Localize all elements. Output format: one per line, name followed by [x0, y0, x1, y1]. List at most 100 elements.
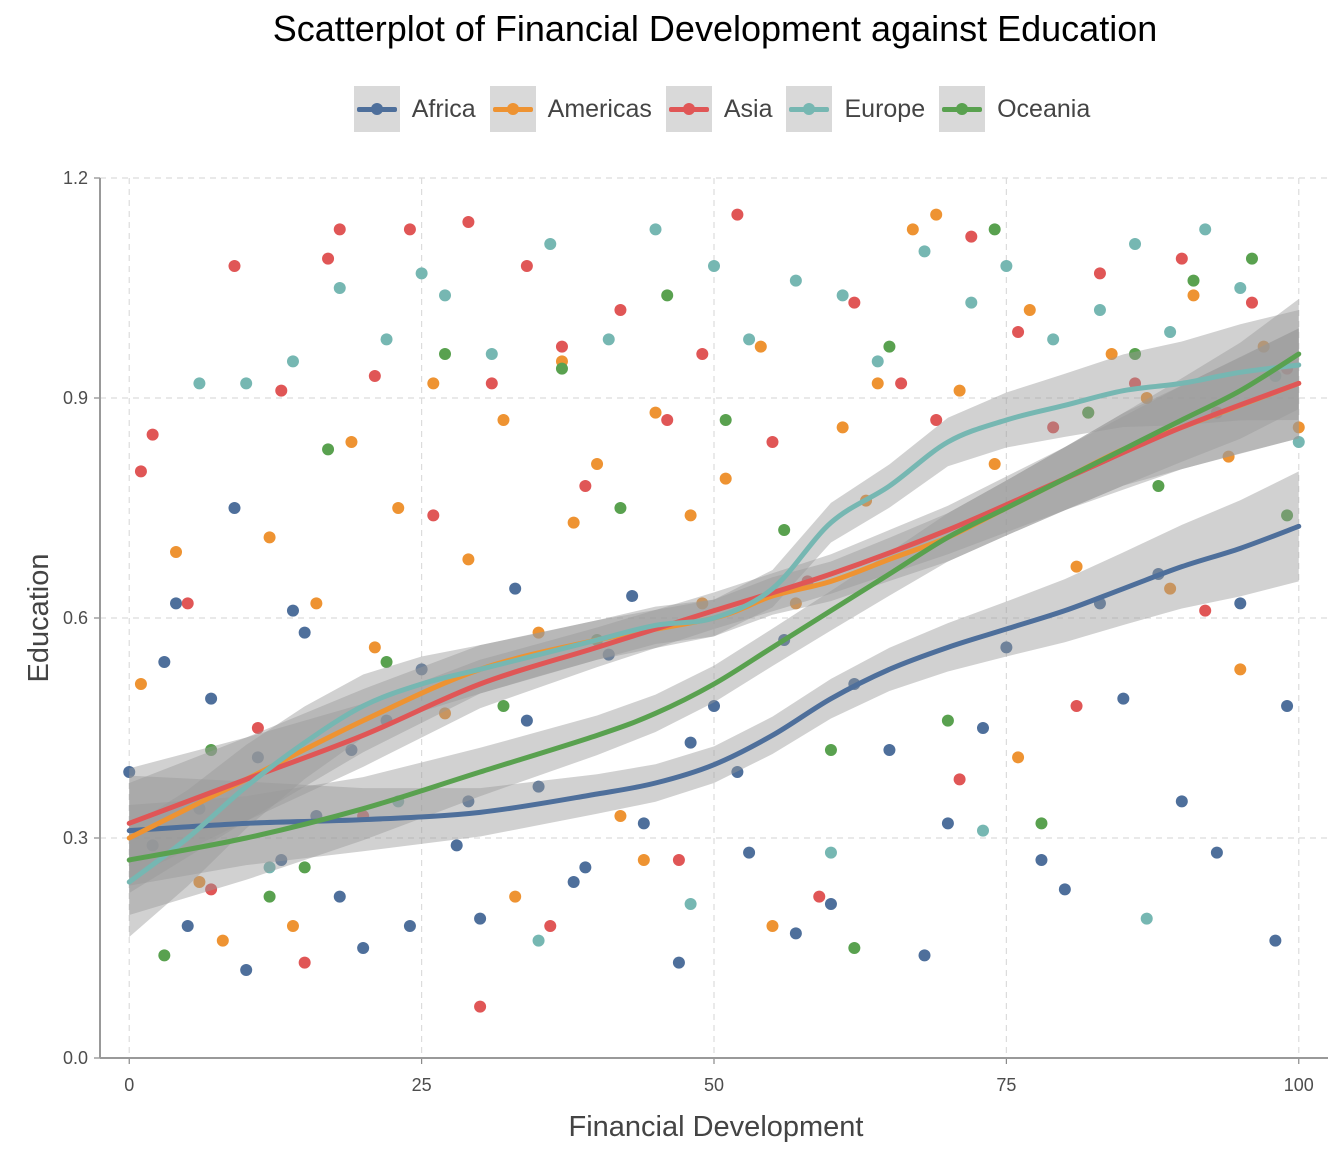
- point-oceania: [1035, 817, 1048, 830]
- point-africa: [357, 942, 370, 954]
- axes: 0 25 50 75 100 0.0 0.3 0.6 0.9 1.2: [63, 168, 1328, 1095]
- point-oceania: [298, 861, 311, 874]
- point-americas: [637, 854, 650, 866]
- point-oceania: [661, 289, 674, 302]
- point-asia: [555, 340, 568, 353]
- point-europe: [532, 934, 545, 947]
- point-americas: [614, 810, 627, 822]
- point-asia: [134, 465, 147, 478]
- point-asia: [228, 260, 241, 272]
- point-oceania: [380, 656, 393, 668]
- point-americas: [170, 546, 183, 558]
- point-oceania: [1129, 348, 1142, 360]
- point-africa: [520, 714, 533, 727]
- point-africa: [883, 744, 896, 756]
- point-americas: [591, 458, 604, 470]
- point-africa: [532, 780, 545, 793]
- point-americas: [871, 377, 884, 390]
- legend-label-americas: Americas: [547, 94, 652, 123]
- point-europe: [1292, 436, 1305, 448]
- point-africa: [708, 700, 720, 712]
- point-asia: [766, 436, 779, 448]
- legend-label-oceania: Oceania: [997, 94, 1091, 123]
- point-asia: [205, 883, 218, 896]
- point-europe: [1129, 238, 1142, 250]
- point-asia: [275, 384, 288, 397]
- point-oceania: [322, 443, 335, 456]
- point-asia: [1199, 604, 1212, 617]
- point-oceania: [614, 502, 627, 514]
- point-oceania: [824, 744, 837, 756]
- point-asia: [848, 296, 861, 309]
- point-africa: [228, 502, 241, 514]
- point-americas: [1292, 421, 1305, 434]
- point-americas: [134, 678, 147, 690]
- point-americas: [567, 516, 580, 529]
- point-asia: [661, 414, 674, 426]
- point-americas: [1023, 304, 1036, 316]
- legend-item-oceania: Oceania: [939, 86, 1090, 132]
- point-europe: [918, 245, 931, 258]
- point-americas: [766, 920, 779, 932]
- point-africa: [1234, 597, 1247, 610]
- point-americas: [930, 208, 943, 221]
- confidence-band-europe: [129, 310, 1299, 937]
- point-americas: [1187, 289, 1200, 302]
- point-oceania: [439, 348, 452, 360]
- point-oceania: [848, 942, 861, 954]
- point-americas: [719, 472, 732, 485]
- point-europe: [684, 898, 697, 910]
- point-americas: [1257, 340, 1270, 353]
- point-americas: [263, 531, 276, 544]
- point-americas: [1222, 450, 1235, 463]
- point-asia: [1175, 252, 1188, 265]
- point-asia: [1012, 326, 1025, 338]
- point-asia: [1245, 296, 1258, 309]
- point-europe: [1093, 304, 1106, 316]
- point-africa: [462, 795, 475, 808]
- point-europe: [1234, 282, 1247, 294]
- point-africa: [743, 846, 756, 859]
- point-asia: [965, 230, 978, 243]
- point-europe: [286, 355, 299, 368]
- point-europe: [380, 333, 393, 346]
- point-asia: [333, 223, 346, 236]
- point-europe: [965, 296, 978, 309]
- point-europe: [976, 824, 989, 837]
- point-asia: [403, 223, 416, 236]
- y-tick-label: 0.0: [63, 1048, 88, 1068]
- chart-title: Scatterplot of Financial Development aga…: [272, 8, 1158, 49]
- point-americas: [216, 934, 229, 947]
- point-asia: [181, 597, 194, 610]
- legend-key-oceania: [939, 86, 986, 132]
- point-africa: [450, 839, 463, 852]
- point-americas: [1012, 751, 1025, 764]
- point-asia: [462, 216, 475, 228]
- legend-key-europe: [786, 86, 833, 132]
- point-europe: [789, 274, 802, 287]
- point-americas: [1140, 392, 1153, 404]
- point-asia: [696, 348, 709, 360]
- point-asia: [485, 377, 498, 390]
- point-americas: [684, 509, 697, 522]
- point-africa: [251, 751, 264, 764]
- point-asia: [427, 509, 440, 522]
- point-africa: [684, 736, 697, 749]
- trend-line-europe: [126, 362, 1302, 885]
- point-oceania: [1245, 252, 1258, 265]
- legend-item-africa: Africa: [353, 86, 476, 132]
- point-asia: [672, 854, 685, 866]
- point-africa: [637, 817, 650, 830]
- point-asia: [813, 890, 826, 903]
- point-europe: [1199, 223, 1212, 236]
- point-asia: [474, 1000, 487, 1013]
- point-asia: [1093, 267, 1106, 280]
- point-asia: [322, 252, 335, 265]
- x-tick-label: 50: [704, 1075, 724, 1095]
- legend-key-africa: [353, 86, 400, 132]
- point-asia: [544, 920, 557, 932]
- point-americas: [427, 377, 440, 390]
- point-americas: [1070, 560, 1083, 573]
- point-asia: [579, 480, 592, 492]
- point-africa: [181, 920, 194, 932]
